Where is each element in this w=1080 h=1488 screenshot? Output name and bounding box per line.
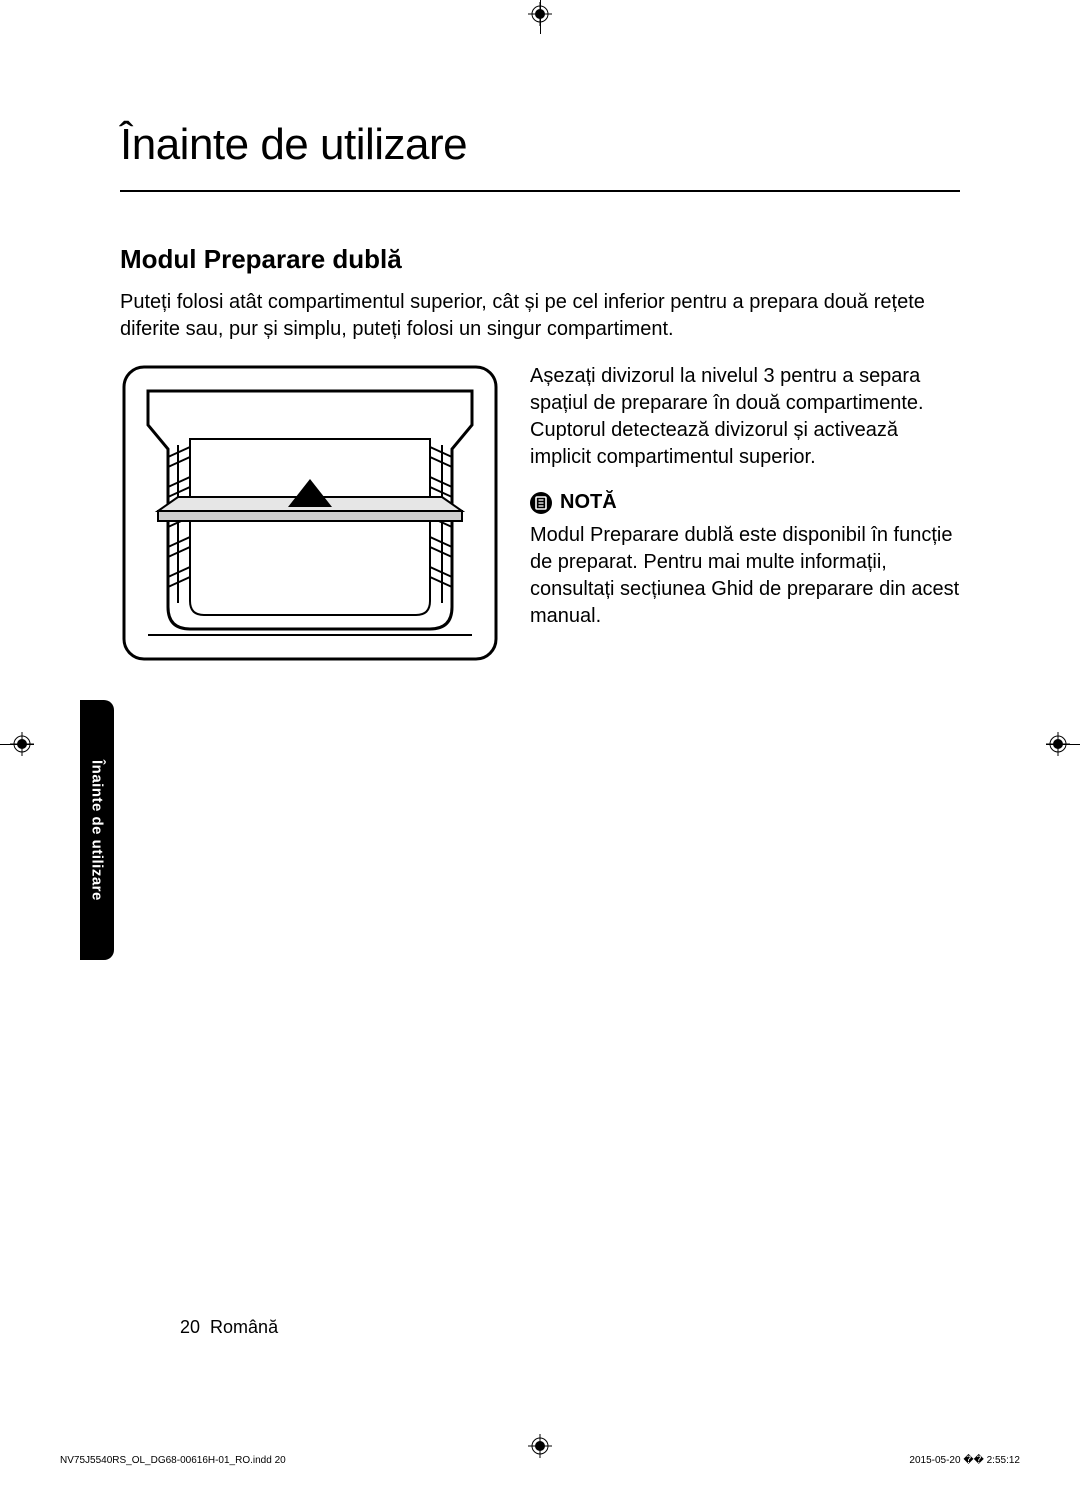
- indesign-footer: NV75J5540RS_OL_DG68-00616H-01_RO.indd 20…: [60, 1455, 1020, 1466]
- note-icon: [530, 492, 552, 514]
- side-tab-label: Înainte de utilizare: [89, 760, 106, 901]
- page-number-footer: 20 Română: [180, 1317, 278, 1338]
- note-paragraph: Modul Preparare dublă este disponibil în…: [530, 522, 960, 630]
- page-container: Înainte de utilizare Înainte de utilizar…: [60, 40, 1020, 1428]
- footer-file: NV75J5540RS_OL_DG68-00616H-01_RO.indd 20: [60, 1455, 286, 1466]
- main-content: Înainte de utilizare Modul Preparare dub…: [60, 40, 1020, 663]
- intro-paragraph: Puteți folosi atât compartimentul superi…: [120, 289, 960, 343]
- section-title: Modul Preparare dublă: [120, 244, 960, 275]
- page-title: Înainte de utilizare: [120, 120, 960, 192]
- registration-mark-icon: [528, 2, 552, 26]
- registration-mark-icon: [1046, 732, 1070, 756]
- content-columns: Așezați divizorul la nivelul 3 pentru a …: [120, 363, 960, 663]
- page-number: 20: [180, 1317, 200, 1337]
- registration-mark-icon: [10, 732, 34, 756]
- page-language: Română: [210, 1317, 278, 1337]
- note-header: NOTĂ: [530, 489, 960, 516]
- right-column: Așezați divizorul la nivelul 3 pentru a …: [530, 363, 960, 663]
- instruction-paragraph: Așezați divizorul la nivelul 3 pentru a …: [530, 363, 960, 471]
- note-label: NOTĂ: [560, 489, 617, 516]
- oven-diagram: [120, 363, 500, 663]
- footer-timestamp: 2015-05-20 �� 2:55:12: [909, 1455, 1020, 1466]
- side-tab: Înainte de utilizare: [80, 700, 114, 960]
